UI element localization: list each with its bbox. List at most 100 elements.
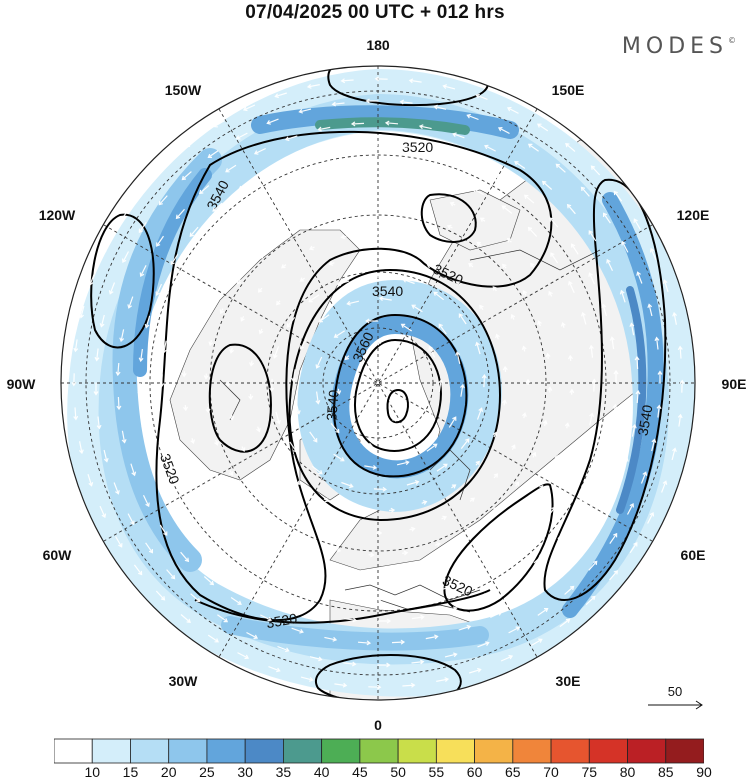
wind-arrow (656, 404, 662, 418)
jet-band-core-west (133, 168, 212, 377)
contour-3580-ring (354, 338, 442, 452)
vector-reference: 50 (640, 684, 710, 714)
colorbar-swatch (359, 738, 399, 764)
wind-arrow (433, 565, 440, 571)
colorbar-swatch (627, 738, 667, 764)
wind-arrow (606, 258, 614, 271)
wind-arrow (609, 336, 615, 350)
wind-arrow (679, 379, 685, 393)
wind-arrow (149, 449, 155, 463)
wind-arrow (335, 594, 349, 600)
wind-arrow (159, 374, 165, 388)
wind-arrow (249, 360, 255, 367)
wind-arrow (281, 264, 287, 269)
colorbar-swatch (474, 738, 514, 764)
colorbar-swatch (283, 738, 323, 764)
wind-arrow (452, 132, 465, 139)
wind-arrow (490, 611, 503, 619)
wind-arrow (208, 340, 214, 347)
vector-reference-arrow-icon (648, 700, 703, 710)
colorbar-tick-label: 75 (581, 764, 598, 780)
wind-arrow (145, 542, 153, 554)
wind-arrow (340, 234, 347, 240)
wind-arrow (229, 414, 235, 421)
wind-arrow (407, 166, 421, 172)
wind-arrow (384, 120, 399, 126)
wind-arrow (246, 631, 259, 639)
wind-arrow (138, 349, 144, 363)
colorbar-tick-label: 20 (160, 764, 177, 780)
wind-arrow (243, 552, 255, 561)
wind-arrow (506, 576, 518, 584)
wind-arrow (101, 242, 109, 255)
wind-arrow (196, 305, 202, 312)
wind-arrow (464, 553, 471, 558)
wind-arrow (554, 454, 560, 461)
wind-arrow (613, 190, 623, 202)
colorbar-tick-label: 60 (466, 764, 483, 780)
wind-arrow (433, 104, 447, 110)
wind-arrow (501, 205, 513, 214)
wind-arrow (365, 98, 379, 104)
wind-arrow (400, 323, 413, 332)
colorbar-swatch (244, 738, 284, 764)
wind-arrow (629, 322, 635, 336)
wind-vectors (71, 76, 685, 690)
contour-3520-south (194, 589, 491, 624)
wind-arrow (344, 355, 350, 361)
wind-arrow (336, 388, 342, 395)
wind-arrow (428, 345, 436, 358)
wind-arrow (407, 355, 412, 361)
wind-arrow (436, 677, 450, 683)
wind-arrow (249, 497, 254, 503)
wind-arrow (253, 147, 266, 155)
coast-hudson (219, 379, 241, 421)
wind-arrow (501, 399, 507, 406)
wind-arrow (524, 194, 535, 204)
wind-arrow (181, 371, 187, 378)
vector-reference-label: 50 (667, 684, 683, 699)
wind-arrow (424, 413, 434, 425)
wind-arrow (332, 569, 339, 575)
colorbar (54, 738, 704, 764)
colorbar-tick-label: 45 (352, 764, 368, 780)
wind-arrow (73, 339, 79, 353)
wind-arrow (259, 474, 264, 480)
colorbar-tick-label: 40 (313, 764, 330, 780)
wind-arrow (502, 263, 507, 269)
lat-circle-50 (149, 154, 607, 612)
wind-arrow (671, 447, 677, 461)
jet-band-inner (112, 148, 222, 572)
wind-arrow (531, 638, 543, 646)
contour-label: 3540 (634, 403, 655, 437)
wind-arrow (350, 121, 365, 127)
wind-arrow (402, 682, 416, 688)
wind-arrow (207, 150, 219, 158)
wind-arrow (508, 626, 521, 634)
wind-arrow (418, 124, 432, 130)
wind-arrow (333, 330, 346, 338)
wind-arrow (286, 317, 296, 328)
lon-label-60w: 60W (43, 547, 73, 563)
wind-arrow (203, 576, 215, 586)
wind-arrow (155, 590, 166, 601)
wind-arrow (162, 408, 168, 422)
wind-arrow (389, 507, 396, 513)
wind-arrow (542, 419, 548, 426)
wind-arrow (349, 188, 356, 194)
wind-arrow (545, 352, 551, 359)
wind-arrow (560, 321, 566, 328)
wind-arrow (242, 104, 256, 112)
wind-arrow (268, 666, 281, 673)
wind-arrow (458, 624, 472, 631)
wind-arrow (533, 554, 544, 564)
wind-arrow (180, 614, 191, 623)
wind-arrow (502, 365, 508, 372)
wind-arrow (269, 378, 275, 392)
colorbar-swatch (435, 738, 475, 764)
wind-arrow (180, 551, 190, 563)
wind-arrow (407, 234, 414, 240)
wind-arrow (237, 652, 250, 660)
wind-arrow (275, 411, 281, 425)
wind-arrow (475, 341, 481, 355)
